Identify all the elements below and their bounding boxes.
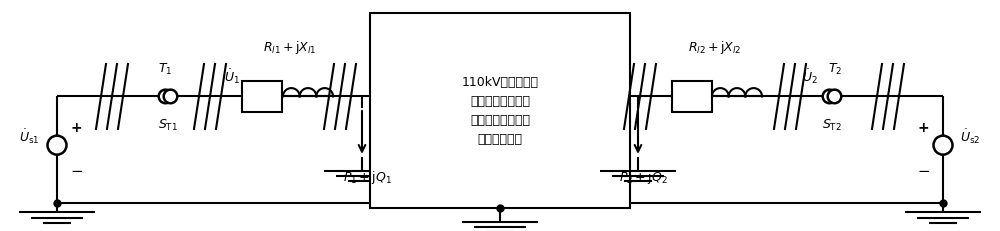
Text: $P_1+\mathrm{j}Q_1$: $P_1+\mathrm{j}Q_1$ xyxy=(343,169,391,185)
Text: +: + xyxy=(71,120,82,134)
Ellipse shape xyxy=(828,90,841,104)
Ellipse shape xyxy=(164,90,177,104)
Text: $\dot{U}_{\mathrm{s2}}$: $\dot{U}_{\mathrm{s2}}$ xyxy=(960,127,981,146)
Ellipse shape xyxy=(48,136,66,155)
Text: $\dot{U}_{\mathrm{s1}}$: $\dot{U}_{\mathrm{s1}}$ xyxy=(19,127,40,146)
Text: $P_2+\mathrm{j}Q_2$: $P_2+\mathrm{j}Q_2$ xyxy=(619,169,667,185)
Ellipse shape xyxy=(823,90,836,104)
Text: $\dot{U}_2$: $\dot{U}_2$ xyxy=(802,67,818,85)
Text: $S_{\mathrm{T2}}$: $S_{\mathrm{T2}}$ xyxy=(822,118,842,133)
Text: $R_{l1}+\mathrm{j}X_{l1}$: $R_{l1}+\mathrm{j}X_{l1}$ xyxy=(263,39,317,55)
Ellipse shape xyxy=(934,136,952,155)
Text: $S_{\mathrm{T1}}$: $S_{\mathrm{T1}}$ xyxy=(158,118,178,133)
Text: 110kV及以上电压
等级三相电磁式串
联型输电线路潮流
控制拓扑电路: 110kV及以上电压 等级三相电磁式串 联型输电线路潮流 控制拓扑电路 xyxy=(462,76,538,146)
Bar xyxy=(242,82,282,112)
Ellipse shape xyxy=(159,90,172,104)
Text: $T_2$: $T_2$ xyxy=(828,61,842,76)
Text: +: + xyxy=(918,120,929,134)
Bar xyxy=(672,82,712,112)
Text: $-$: $-$ xyxy=(917,161,930,176)
Bar xyxy=(370,14,630,208)
Text: $\dot{U}_1$: $\dot{U}_1$ xyxy=(224,67,240,85)
Text: $T_1$: $T_1$ xyxy=(158,61,172,76)
Text: $R_{l2}+\mathrm{j}X_{l2}$: $R_{l2}+\mathrm{j}X_{l2}$ xyxy=(688,39,741,55)
Text: $-$: $-$ xyxy=(70,161,83,176)
